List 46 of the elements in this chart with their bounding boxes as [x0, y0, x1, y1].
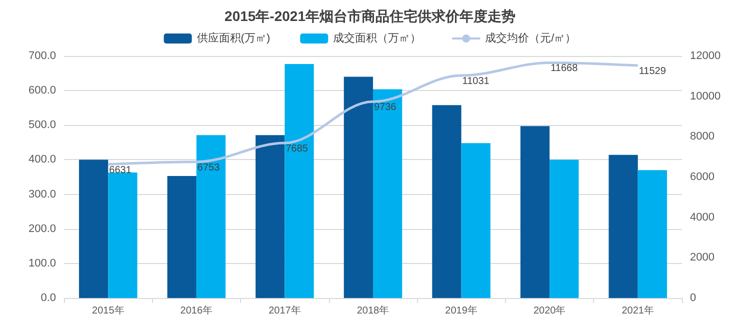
data-label: 11529 — [638, 66, 666, 77]
y2-tick-label: 8000 — [690, 130, 714, 143]
bar — [344, 76, 373, 298]
y2-tick-label: 12000 — [690, 50, 721, 62]
y2-tick-label: 6000 — [690, 171, 714, 183]
bar — [638, 170, 667, 298]
data-label: 9736 — [374, 102, 397, 114]
y2-tick-label: 2000 — [690, 252, 714, 264]
y-tick-label: 0.0 — [40, 292, 56, 304]
bar — [461, 143, 490, 298]
data-label: 11031 — [462, 76, 490, 88]
y-tick-label: 500.0 — [28, 119, 56, 132]
bar — [108, 172, 138, 298]
bar — [608, 154, 638, 298]
bar — [196, 135, 226, 298]
x-tick-label: 2015年 — [92, 304, 124, 316]
legend-label: 成交面积（万㎡） — [333, 32, 422, 44]
legend-label: 供应面积(万㎡) — [196, 32, 270, 44]
legend-label: 成交均价（元/㎡） — [485, 32, 576, 44]
y-tick-label: 600.0 — [28, 84, 56, 97]
y2-tick-label: 0 — [690, 292, 696, 304]
bar — [284, 64, 314, 298]
y-tick-label: 200.0 — [28, 222, 56, 235]
bar — [373, 89, 402, 298]
data-label: 11668 — [550, 63, 578, 74]
bar — [256, 135, 285, 298]
x-tick-label: 2016年 — [180, 304, 213, 316]
data-label: 7685 — [286, 144, 308, 155]
bar — [550, 160, 579, 298]
x-tick-label: 2021年 — [622, 304, 654, 316]
chart-title: 2015年-2021年烟台市商品住宅供求价年度走势 — [224, 8, 516, 24]
bar — [79, 160, 108, 298]
y-tick-label: 300.0 — [28, 188, 56, 200]
y-tick-label: 400.0 — [28, 154, 56, 166]
bar — [167, 176, 196, 298]
y2-tick-label: 4000 — [690, 211, 714, 224]
x-tick-label: 2020年 — [533, 304, 566, 316]
x-tick-label: 2019年 — [445, 304, 478, 316]
y2-tick-label: 10000 — [690, 90, 721, 102]
y-tick-label: 100.0 — [28, 257, 56, 270]
y-tick-label: 700.0 — [28, 50, 56, 62]
bar — [520, 126, 550, 298]
data-label: 6753 — [197, 162, 220, 174]
bar — [432, 105, 462, 298]
x-tick-label: 2018年 — [356, 304, 390, 316]
x-tick-label: 2017年 — [268, 304, 301, 316]
